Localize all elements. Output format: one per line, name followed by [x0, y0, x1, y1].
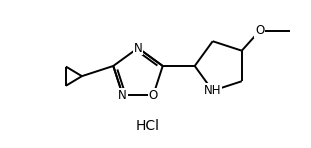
- Text: N: N: [134, 41, 142, 54]
- Text: O: O: [255, 24, 264, 37]
- Text: O: O: [149, 89, 158, 102]
- Text: NH: NH: [204, 84, 221, 97]
- Text: N: N: [118, 89, 127, 102]
- Text: HCl: HCl: [136, 119, 160, 133]
